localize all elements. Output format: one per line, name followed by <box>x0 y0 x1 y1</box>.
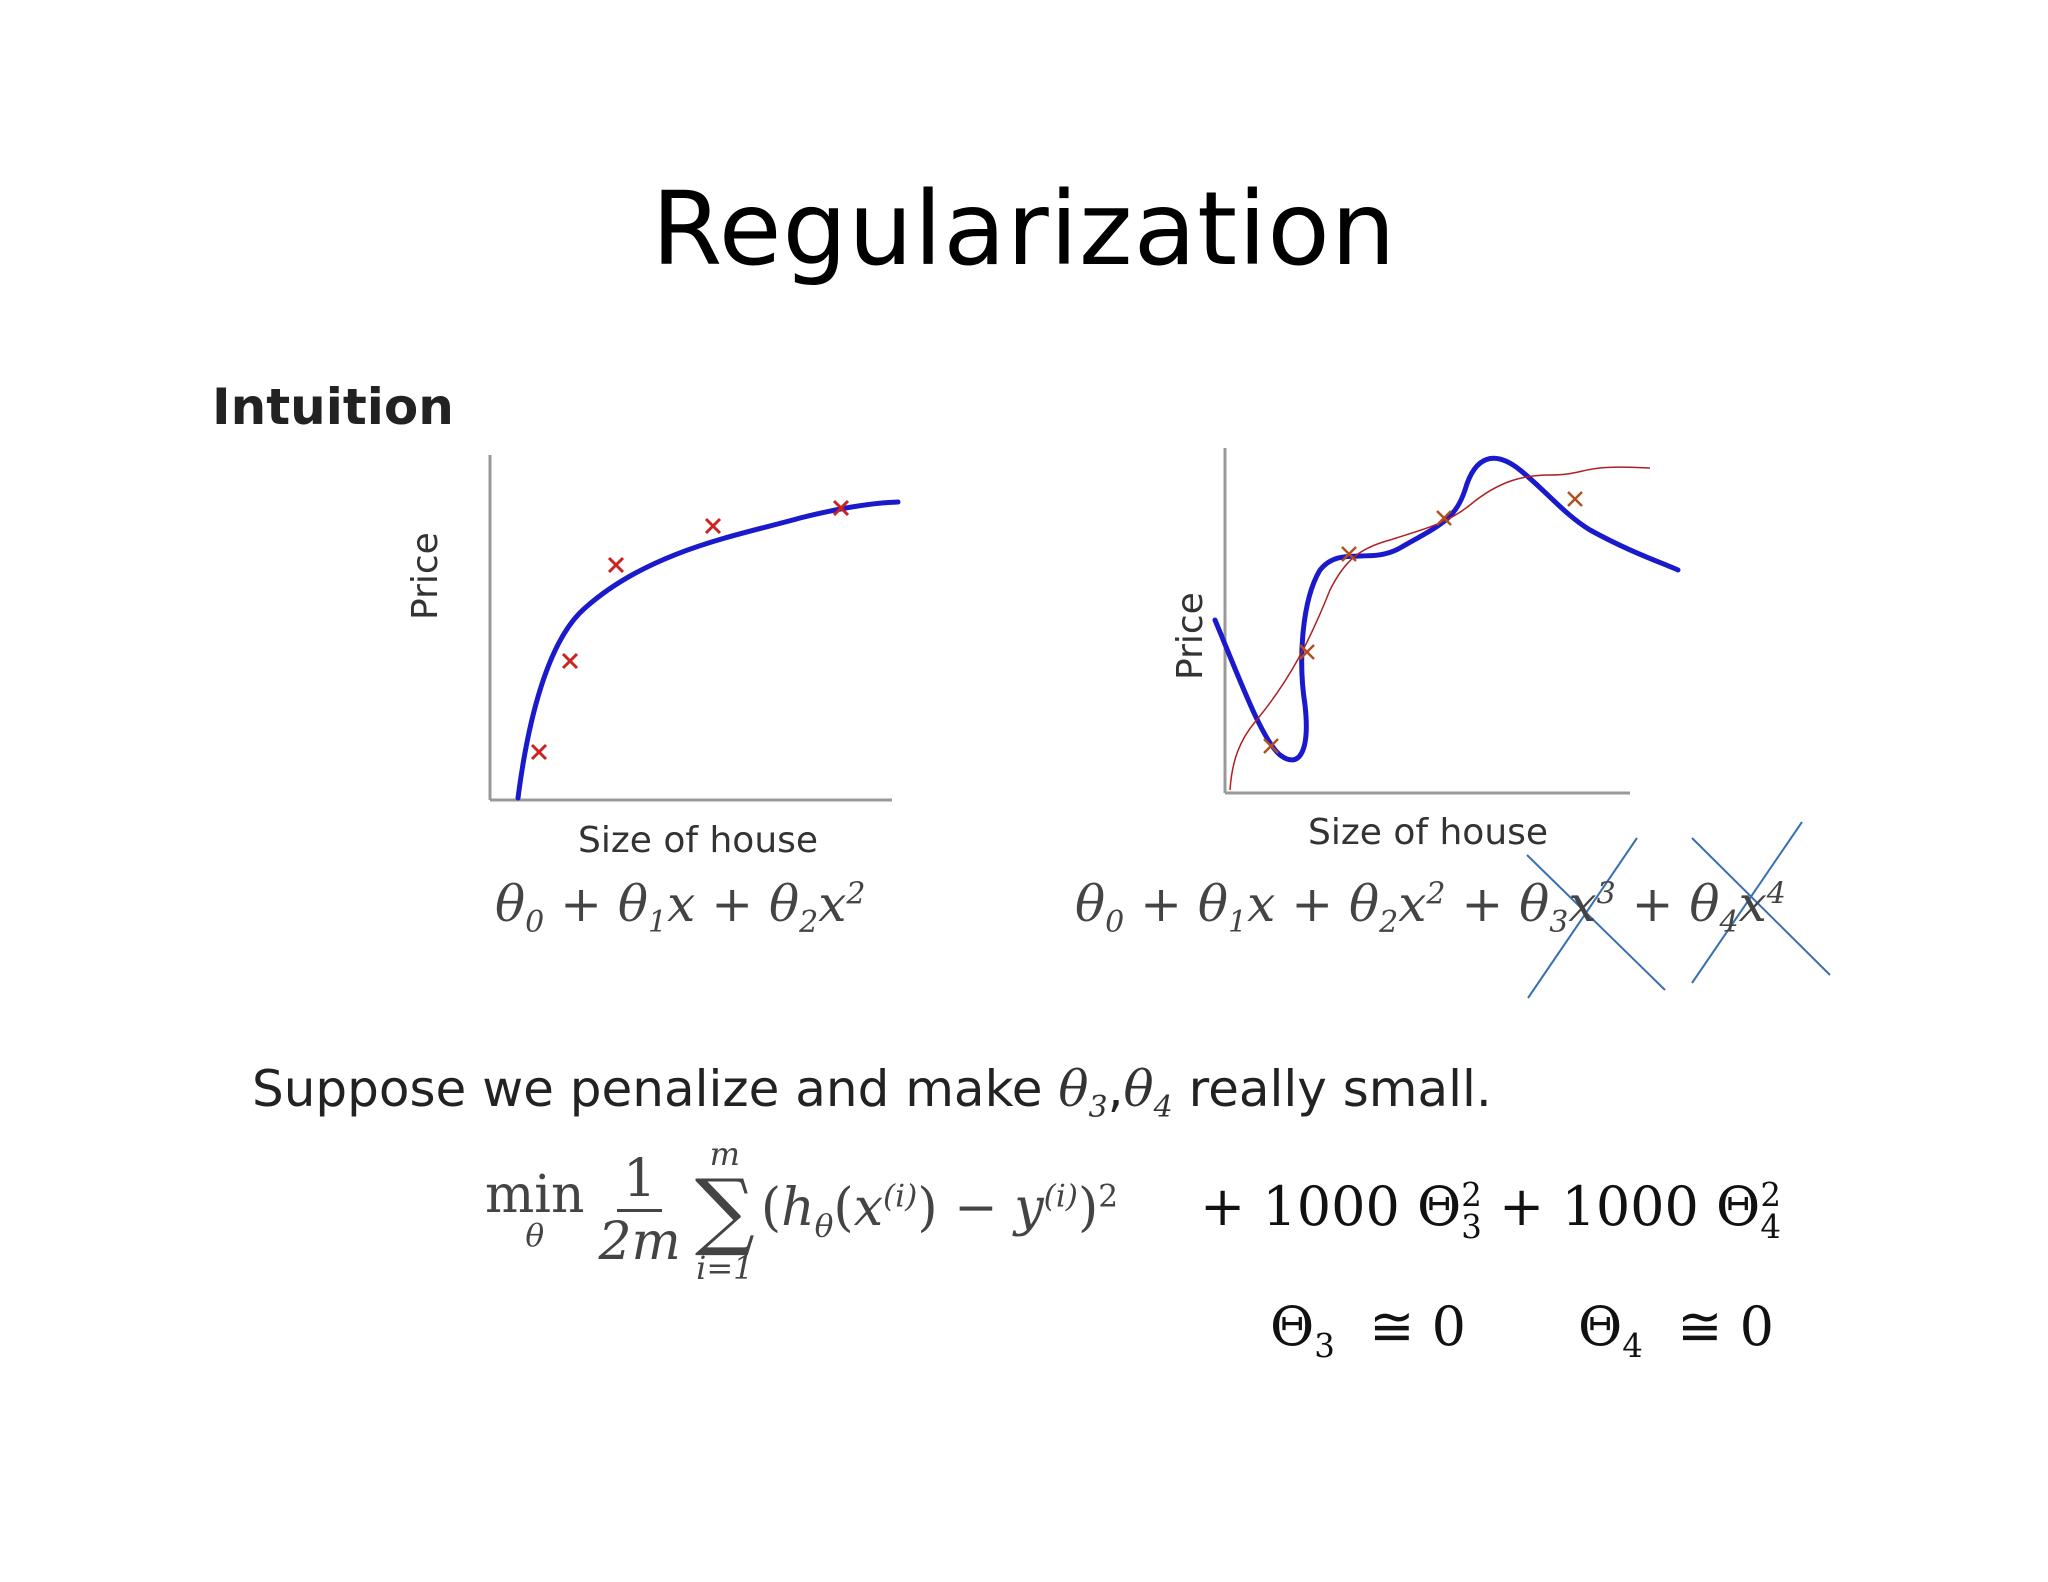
data-point-marker <box>704 517 722 535</box>
right-plot-data-points <box>1263 491 1583 754</box>
data-point-marker <box>1299 644 1315 660</box>
right-plot-xlabel: Size of house <box>1308 812 1549 853</box>
data-point-marker <box>1263 738 1279 754</box>
data-point-marker <box>1436 510 1452 526</box>
cross-out-theta3 <box>1526 837 1666 999</box>
section-heading: Intuition <box>212 378 454 436</box>
left-hypothesis-formula: θ0 + θ1x + θ2x2 <box>495 875 866 940</box>
left-plot-data-points <box>530 499 850 761</box>
right-plot-regularized-curve <box>1229 466 1651 791</box>
right-plot-ylabel: Price <box>1170 592 1211 680</box>
right-hypothesis-formula: θ0 + θ1x + θ2x2 + θ3x3 + θ4x4 <box>1075 875 1786 940</box>
left-plot-axes <box>488 455 892 802</box>
slide-title: Regularization <box>651 170 1397 289</box>
data-point-marker <box>607 556 625 574</box>
theta3-approx: Θ3 ≅ 0 <box>1270 1295 1466 1365</box>
left-plot-fit-curve <box>515 499 901 801</box>
data-point-marker <box>1341 546 1357 562</box>
data-point-marker <box>1567 491 1583 507</box>
right-plot-axes <box>1223 448 1630 795</box>
min-operator: min θ <box>485 1165 585 1255</box>
left-plot-ylabel: Price <box>405 532 446 620</box>
data-point-marker <box>832 499 850 517</box>
cost-objective: min θ 1 2m m ∑ i=1 (hθ(x(i)) − y(i))2 <box>485 1135 1118 1287</box>
fraction: 1 2m <box>598 1149 681 1273</box>
right-plot-overfit-curve <box>1212 455 1681 763</box>
left-plot-xlabel: Size of house <box>578 820 819 861</box>
data-point-marker <box>530 743 548 761</box>
squared-error-term: (hθ(x(i)) − y(i))2 <box>760 1177 1119 1244</box>
theta4-approx: Θ4 ≅ 0 <box>1578 1295 1774 1365</box>
summation: m ∑ i=1 <box>694 1135 755 1287</box>
cross-out-theta4 <box>1691 821 1831 984</box>
data-point-marker <box>561 652 579 670</box>
penalize-sentence: Suppose we penalize and make θ3,θ4 reall… <box>252 1060 1492 1125</box>
